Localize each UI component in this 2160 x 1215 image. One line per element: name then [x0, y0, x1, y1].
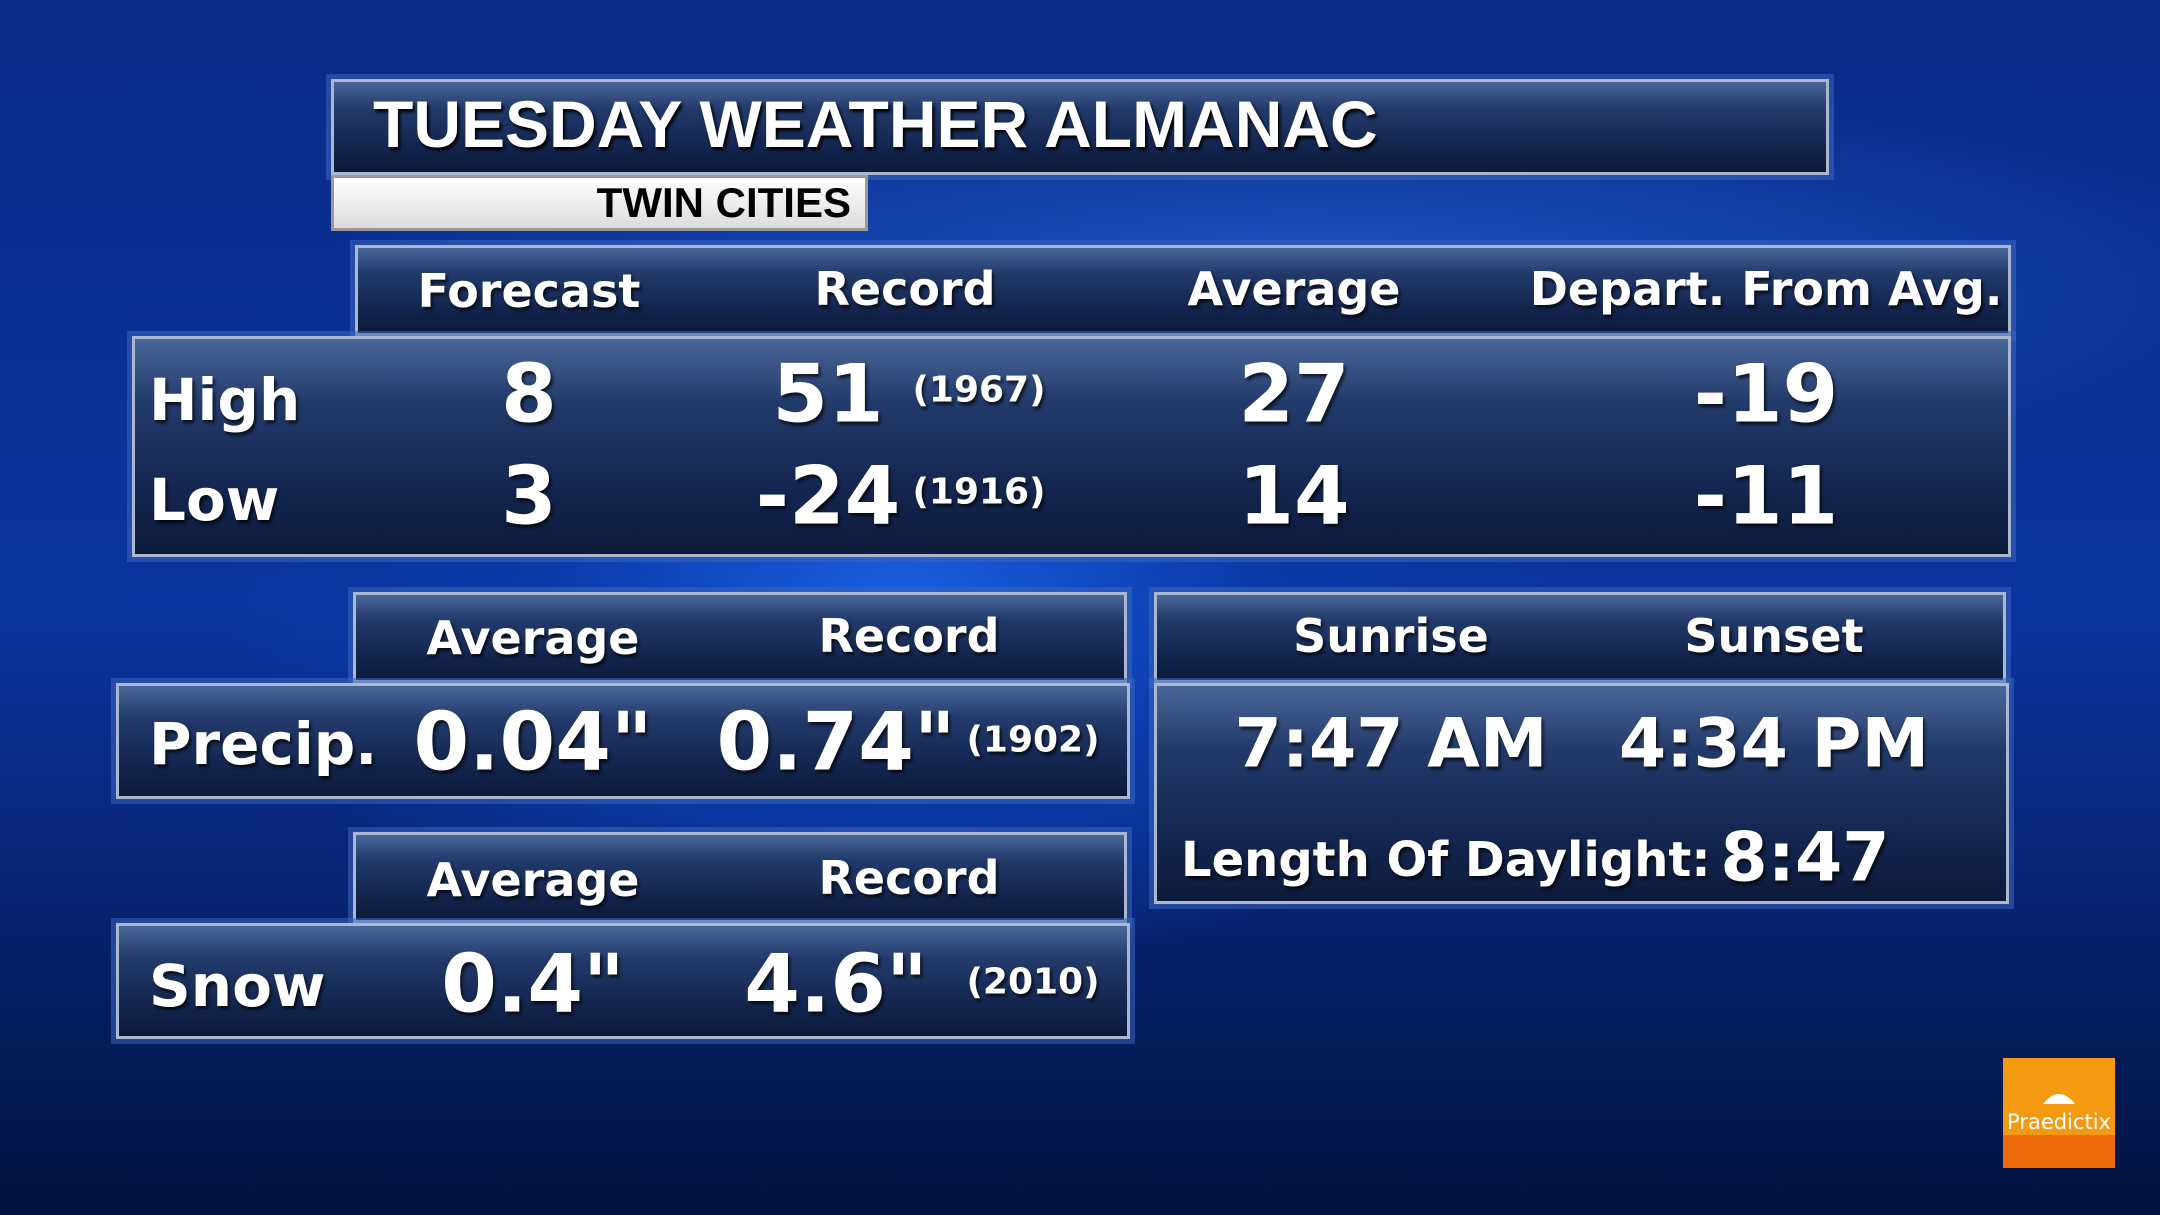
umbrella-icon — [2043, 1094, 2075, 1104]
precip-row — [116, 683, 1130, 799]
high-departure: -19 — [1693, 347, 1839, 441]
col-record: Record — [814, 262, 996, 316]
snow-record-year: (2010) — [966, 961, 1100, 1003]
praedictix-logo: Praedictix — [2003, 1058, 2115, 1168]
snow-record: 4.6" — [744, 937, 928, 1031]
page-title: TUESDAY WEATHER ALMANAC — [373, 87, 1378, 161]
high-forecast: 8 — [501, 347, 557, 441]
daylight-value: 8:47 — [1720, 818, 1890, 898]
col-average: Average — [1187, 262, 1401, 316]
high-average: 27 — [1238, 347, 1350, 441]
snow-col-record: Record — [818, 851, 1000, 905]
precip-label: Precip. — [149, 710, 378, 778]
low-average: 14 — [1238, 449, 1350, 543]
sunrise-time: 7:47 AM — [1234, 704, 1548, 784]
precip-col-record: Record — [818, 609, 1000, 663]
sunset-label: Sunset — [1684, 609, 1864, 663]
high-record: 51 — [772, 347, 884, 441]
snow-row — [116, 923, 1130, 1039]
sun-body — [1154, 683, 2009, 904]
precip-average: 0.04" — [413, 695, 653, 789]
temps-table — [132, 336, 2011, 557]
temps-header — [355, 245, 2011, 336]
snow-col-average: Average — [426, 853, 640, 907]
low-record: -24 — [755, 449, 901, 543]
snow-label: Snow — [149, 952, 326, 1020]
precip-record: 0.74" — [716, 695, 956, 789]
daylight-label: Length Of Daylight: — [1181, 832, 1711, 888]
col-departure: Depart. From Avg. — [1529, 262, 2003, 316]
low-record-year: (1916) — [912, 471, 1046, 513]
title-bar — [331, 79, 1829, 175]
sunrise-label: Sunrise — [1293, 609, 1489, 663]
snow-average: 0.4" — [441, 937, 625, 1031]
logo-text: Praedictix — [2007, 1110, 2111, 1134]
sunset-time: 4:34 PM — [1618, 704, 1930, 784]
precip-col-average: Average — [426, 611, 640, 665]
location-label: TWIN CITIES — [331, 175, 868, 231]
precip-record-year: (1902) — [966, 719, 1100, 761]
col-forecast: Forecast — [417, 264, 641, 318]
row-label-low: Low — [149, 466, 280, 534]
row-label-high: High — [149, 366, 301, 434]
sun-header — [1154, 592, 2006, 683]
precip-header — [353, 592, 1127, 683]
high-record-year: (1967) — [912, 369, 1046, 411]
low-forecast: 3 — [501, 449, 557, 543]
low-departure: -11 — [1693, 449, 1839, 543]
snow-header — [353, 832, 1127, 923]
